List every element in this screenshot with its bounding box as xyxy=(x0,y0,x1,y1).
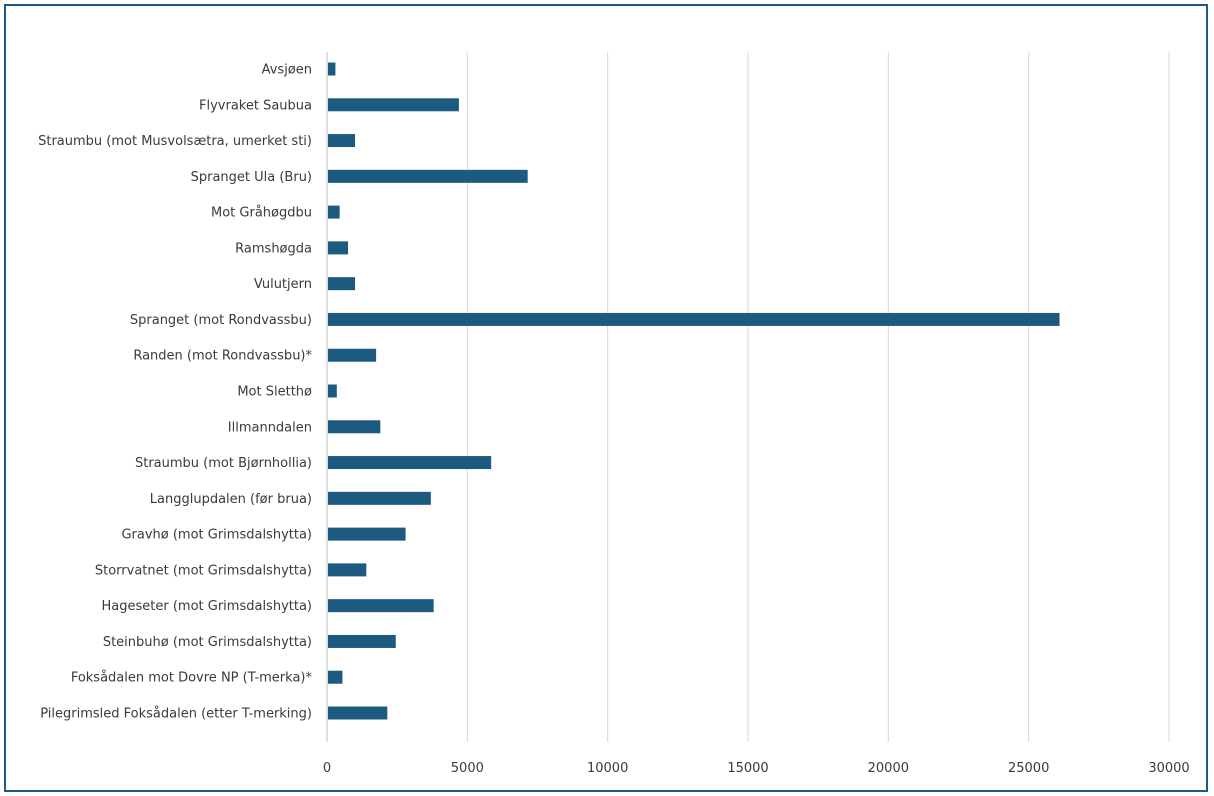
bar xyxy=(328,634,396,648)
bar xyxy=(328,134,356,148)
category-label: Mot Gråhøgdbu xyxy=(211,206,312,221)
category-label: Ramshøgda xyxy=(235,241,312,256)
gridlines xyxy=(326,52,1170,742)
category-label: Mot Sletthø xyxy=(237,385,312,400)
bar xyxy=(328,169,528,183)
x-tick-label: 30000 xyxy=(1148,761,1189,776)
category-label: Randen (mot Rondvassbu)* xyxy=(133,349,312,364)
category-label: Flyvraket Saubua xyxy=(199,98,312,113)
bar xyxy=(328,527,406,541)
bar xyxy=(328,205,340,219)
bar xyxy=(328,277,356,291)
chart-frame xyxy=(4,4,1208,792)
category-labels: Avsjøen Flyvraket Saubua Straumbu (mot Mus… xyxy=(38,63,312,722)
bar xyxy=(328,491,431,505)
category-label: Hageseter (mot Grimsdalshytta) xyxy=(102,599,313,614)
bar xyxy=(328,312,1060,326)
x-tick-label: 0 xyxy=(323,761,331,776)
bar xyxy=(328,98,459,112)
category-label: Langglupdalen (før brua) xyxy=(150,492,312,507)
bars xyxy=(328,62,1060,720)
category-label: Spranget Ula (Bru) xyxy=(191,170,312,185)
x-tick-label: 5000 xyxy=(451,761,484,776)
category-label: Gravhø (mot Grimsdalshytta) xyxy=(121,528,312,543)
category-label: Straumbu (mot Bjørnhollia) xyxy=(135,456,312,471)
category-label: Pilegrimsled Foksådalen (etter T-merking… xyxy=(40,707,312,722)
category-label: Storrvatnet (mot Grimsdalshytta) xyxy=(95,563,312,578)
category-label: Steinbuhø (mot Grimsdalshytta) xyxy=(103,635,312,650)
category-label: Foksådalen mot Dovre NP (T-merka)* xyxy=(71,671,313,686)
bar xyxy=(328,384,337,398)
bar xyxy=(328,456,492,470)
category-label: Spranget (mot Rondvassbu) xyxy=(130,313,312,328)
bar xyxy=(328,670,343,684)
x-tick-label: 20000 xyxy=(868,761,909,776)
category-label: Illmanndalen xyxy=(228,420,312,435)
x-tick-labels: 0 5000 10000 15000 20000 25000 30000 xyxy=(323,761,1190,776)
x-tick-label: 10000 xyxy=(587,761,628,776)
x-tick-label: 15000 xyxy=(727,761,768,776)
bar xyxy=(328,563,367,577)
bar xyxy=(328,62,336,76)
category-label: Straumbu (mot Musvolsætra, umerket sti) xyxy=(38,134,312,149)
x-tick-label: 25000 xyxy=(1008,761,1049,776)
bar xyxy=(328,241,349,255)
bar xyxy=(328,420,381,434)
bar xyxy=(328,599,434,613)
bar xyxy=(328,706,388,720)
category-label: Avsjøen xyxy=(262,63,312,78)
category-label: Vulutjern xyxy=(254,277,312,292)
bar xyxy=(328,348,377,362)
